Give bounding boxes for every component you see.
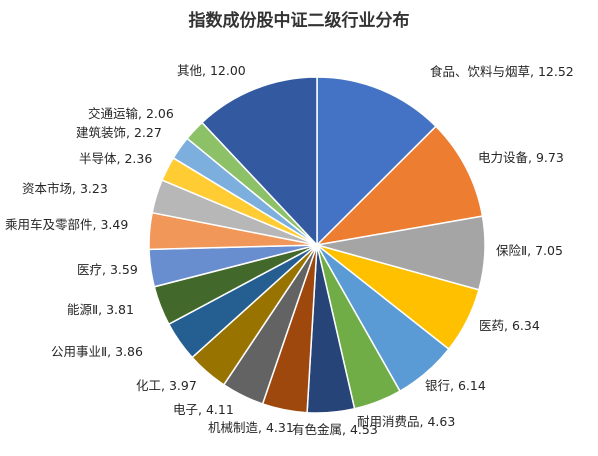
data-label-公用事业Ⅱ: 公用事业Ⅱ, 3.86 [51, 344, 143, 359]
data-label-机械制造: 机械制造, 4.31 [208, 420, 294, 435]
pie-slice-其他 [200, 76, 318, 247]
data-label-电力设备: 电力设备, 9.73 [478, 150, 564, 165]
data-label-有色金属: 有色金属, 4.53 [292, 422, 378, 437]
data-label-能源Ⅱ: 能源Ⅱ, 3.81 [67, 302, 134, 317]
data-label-资本市场: 资本市场, 3.23 [22, 181, 108, 196]
pie-slices [148, 76, 486, 414]
data-label-保险Ⅱ: 保险Ⅱ, 7.05 [496, 243, 563, 258]
data-label-其他: 其他, 12.00 [177, 63, 246, 78]
data-label-食品-饮料与烟草: 食品、饮料与烟草, 12.52 [430, 64, 574, 79]
data-label-交通运输: 交通运输, 2.06 [88, 106, 174, 121]
data-label-电子: 电子, 4.11 [173, 402, 234, 417]
data-label-耐用消费品: 耐用消费品, 4.63 [357, 414, 455, 429]
chart-title: 指数成份股中证二级行业分布 [189, 10, 410, 31]
data-label-化工: 化工, 3.97 [136, 378, 197, 393]
data-label-乘用车及零部件: 乘用车及零部件, 3.49 [5, 217, 128, 232]
pie-labels: 食品、饮料与烟草, 12.52 电力设备, 9.73 保险Ⅱ, 7.05 医药, 6.… [5, 63, 574, 437]
data-label-半导体: 半导体, 2.36 [79, 151, 152, 166]
pie-slice-食品-饮料与烟草 [316, 76, 438, 247]
pie-slice-电力设备 [314, 125, 484, 247]
data-label-医疗: 医疗, 3.59 [77, 262, 138, 277]
data-label-建筑装饰: 建筑装饰, 2.27 [76, 125, 162, 140]
data-label-银行: 银行, 6.14 [425, 378, 486, 393]
data-label-医药: 医药, 6.34 [479, 318, 540, 333]
